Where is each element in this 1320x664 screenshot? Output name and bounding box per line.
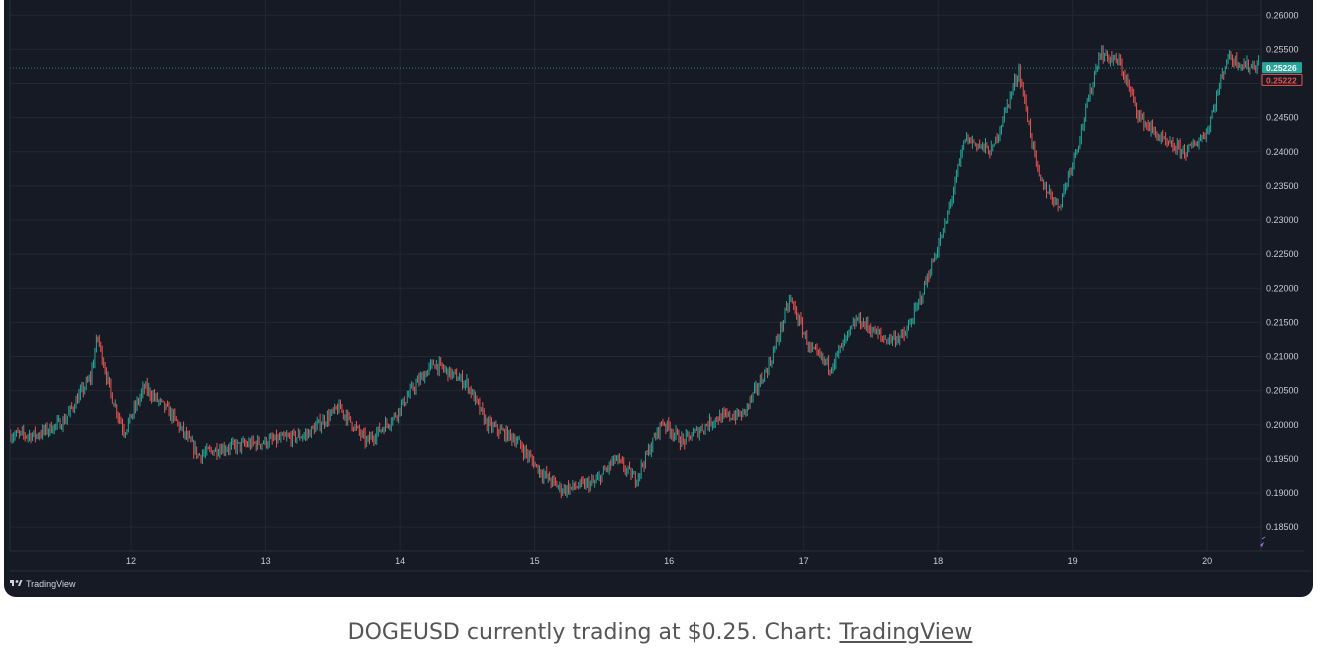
last-price-value: 0.25226 bbox=[1266, 63, 1297, 73]
x-tick-label: 16 bbox=[664, 556, 674, 566]
price-tags: 0.25226 0.25222 bbox=[1261, 62, 1303, 86]
tradingview-logo[interactable]: TradingView bbox=[10, 579, 76, 589]
y-tick-label: 0.26000 bbox=[1266, 10, 1299, 20]
tradingview-link[interactable]: TradingView bbox=[839, 620, 973, 645]
y-tick-label: 0.22000 bbox=[1266, 283, 1299, 293]
grid-lines bbox=[10, 0, 1261, 551]
last-price-tag bbox=[1262, 62, 1302, 74]
y-tick-label: 0.19000 bbox=[1266, 488, 1299, 498]
x-tick-label: 14 bbox=[395, 556, 405, 566]
x-tick-label: 15 bbox=[530, 556, 540, 566]
chart-panel[interactable]: 0.26000 0.25500 0.24500 0.24000 0.23500 0.230… bbox=[4, 0, 1313, 597]
caption-text: DOGEUSD currently trading at $0.25. Char… bbox=[347, 620, 840, 645]
x-tick-label: 19 bbox=[1068, 556, 1078, 566]
x-tick-label: 17 bbox=[799, 556, 809, 566]
y-tick-label: 0.23500 bbox=[1266, 181, 1299, 191]
price-chart[interactable]: 0.26000 0.25500 0.24500 0.24000 0.23500 0.230… bbox=[4, 0, 1313, 597]
chart-caption: DOGEUSD currently trading at $0.25. Char… bbox=[0, 620, 1320, 645]
y-tick-label: 0.23000 bbox=[1266, 215, 1299, 225]
y-tick-label: 0.24000 bbox=[1266, 147, 1299, 157]
bid-price-tag bbox=[1261, 73, 1303, 86]
x-tick-label: 20 bbox=[1202, 556, 1212, 566]
y-tick-label: 0.24500 bbox=[1266, 113, 1299, 123]
y-tick-label: 0.18500 bbox=[1266, 522, 1299, 532]
bid-price-value: 0.25222 bbox=[1266, 75, 1297, 85]
y-tick-label: 0.20000 bbox=[1266, 420, 1299, 430]
tradingview-logo-icon bbox=[10, 580, 23, 586]
y-tick-label: 0.19500 bbox=[1266, 454, 1299, 464]
time-axis[interactable]: 12 13 14 15 16 17 18 19 20 bbox=[9, 0, 1311, 572]
y-tick-label: 0.20500 bbox=[1266, 386, 1299, 396]
crosshair-icon[interactable] bbox=[1260, 536, 1266, 547]
candles bbox=[10, 45, 1260, 499]
x-tick-label: 13 bbox=[261, 556, 271, 566]
tradingview-brand-label: TradingView bbox=[26, 579, 76, 589]
y-tick-label: 0.21500 bbox=[1266, 317, 1299, 327]
x-tick-label: 12 bbox=[126, 556, 136, 566]
y-tick-label: 0.21000 bbox=[1266, 352, 1299, 362]
price-axis[interactable]: 0.26000 0.25500 0.24500 0.24000 0.23500 0.230… bbox=[1260, 0, 1299, 551]
x-tick-label: 18 bbox=[933, 556, 943, 566]
y-tick-label: 0.22500 bbox=[1266, 249, 1299, 259]
y-tick-label: 0.25500 bbox=[1266, 44, 1299, 54]
